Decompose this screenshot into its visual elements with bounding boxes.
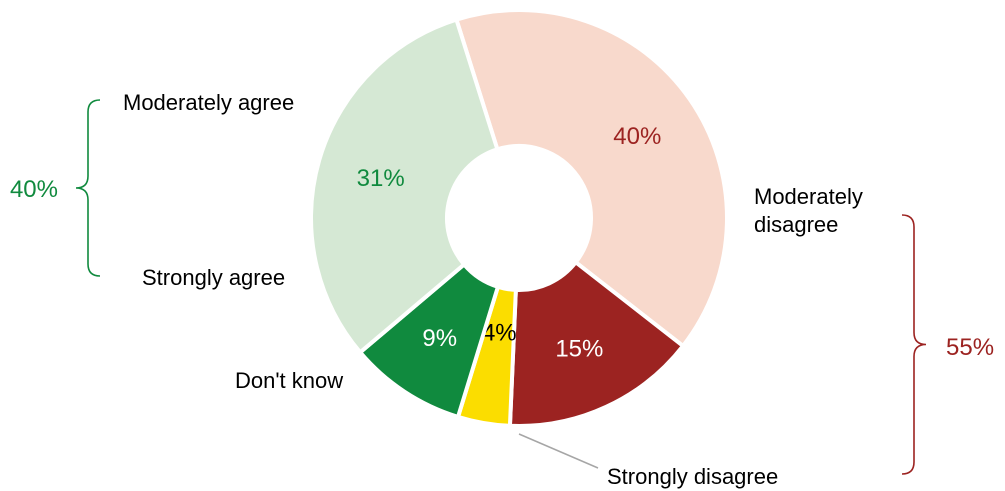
- value-label-strongly-agree: 9%: [422, 325, 457, 352]
- category-label-moderately-disagree-line-2: disagree: [754, 212, 838, 237]
- category-label-strongly-agree: Strongly agree: [142, 265, 285, 290]
- slice-moderately-agree: [309, 17, 500, 356]
- value-label-strongly-disagree: 15%: [555, 336, 603, 363]
- category-label-moderately-disagree-line-1: Moderately: [754, 184, 863, 209]
- brace-agree: [75, 99, 101, 277]
- slice-strongly-disagree: [507, 259, 686, 428]
- group-total-disagree: 55%: [946, 334, 994, 361]
- category-label-strongly-disagree: Strongly disagree: [607, 464, 778, 489]
- leader-line-strongly-disagree: [518, 433, 599, 469]
- category-label-don-t-know: Don't know: [235, 368, 343, 393]
- category-label-moderately-agree: Moderately agree: [123, 90, 294, 115]
- group-total-agree: 40%: [10, 176, 58, 203]
- brace-disagree: [901, 214, 927, 475]
- value-label-moderately-disagree: 40%: [613, 123, 661, 150]
- slice-moderately-disagree: [453, 8, 729, 349]
- value-label-moderately-agree: 31%: [357, 165, 405, 192]
